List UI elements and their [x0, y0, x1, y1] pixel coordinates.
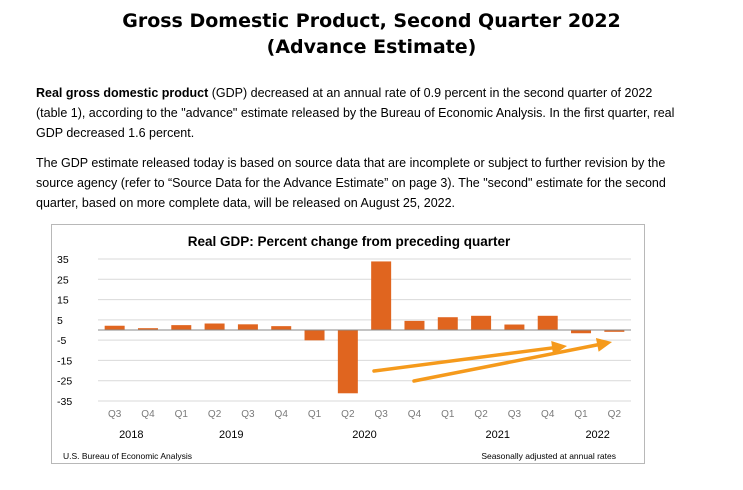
x-tick-label: Q1 [441, 409, 455, 420]
x-tick-label: Q3 [374, 409, 388, 420]
x-tick-label: Q3 [241, 409, 255, 420]
document-title: Gross Domestic Product, Second Quarter 2… [0, 8, 743, 60]
paragraph-summary-text: (GDP) decreased at an annual rate of 0.9… [36, 86, 675, 140]
annotation-arrow-shaft [412, 343, 600, 383]
x-tick-label: Q2 [608, 409, 622, 420]
x-tick-label: Q4 [275, 409, 289, 420]
y-tick-label: -15 [57, 355, 72, 367]
bar [171, 325, 192, 330]
bar [404, 320, 425, 330]
gdp-chart: Real GDP: Percent change from preceding … [51, 224, 645, 464]
year-label: 2020 [352, 429, 376, 441]
bar [371, 261, 392, 330]
x-tick-label: Q2 [208, 409, 222, 420]
bar [237, 324, 258, 330]
bar [137, 328, 158, 330]
year-label: 2022 [585, 429, 609, 441]
x-tick-label: Q4 [408, 409, 422, 420]
paragraph-summary: Real gross domestic product (GDP) decrea… [36, 83, 676, 143]
annotation-arrow-shaft [372, 346, 554, 373]
x-tick-label: Q1 [308, 409, 322, 420]
chart-rates-note: Seasonally adjusted at annual rates [481, 451, 616, 461]
y-tick-label: -25 [57, 376, 72, 388]
title-line-1: Gross Domestic Product, Second Quarter 2… [122, 10, 621, 32]
year-label: 2018 [119, 429, 143, 441]
y-tick-label: -5 [57, 335, 66, 347]
chart-title: Real GDP: Percent change from preceding … [188, 234, 511, 249]
x-tick-label: Q3 [108, 409, 122, 420]
y-tick-label: -35 [57, 396, 72, 408]
x-tick-label: Q2 [474, 409, 488, 420]
bar [437, 317, 458, 330]
paragraph-source-data: The GDP estimate released today is based… [36, 156, 666, 210]
x-tick-label: Q1 [574, 409, 588, 420]
bar [271, 326, 292, 330]
y-tick-label: 5 [57, 315, 63, 327]
x-tick-label: Q4 [141, 409, 155, 420]
year-label: 2021 [486, 429, 510, 441]
bar [304, 330, 325, 341]
x-tick-label: Q4 [541, 409, 555, 420]
bar [537, 315, 558, 330]
bar [204, 323, 225, 330]
annotation-arrow-head [595, 338, 612, 352]
year-label: 2019 [219, 429, 243, 441]
bar [104, 325, 125, 330]
paragraph-summary-bold: Real gross domestic product [36, 86, 209, 100]
y-tick-label: 15 [57, 295, 69, 307]
gdp-chart-plot: Real GDP: Percent change from preceding … [57, 234, 631, 441]
x-tick-label: Q3 [508, 409, 522, 420]
y-tick-label: 35 [57, 254, 69, 266]
title-line-2: (Advance Estimate) [266, 36, 477, 58]
x-tick-label: Q1 [175, 409, 189, 420]
bar [471, 315, 492, 330]
x-tick-label: Q2 [341, 409, 355, 420]
bar [337, 330, 358, 394]
bar [604, 330, 625, 332]
annotation-arrow-head [551, 340, 567, 355]
bar [504, 324, 525, 330]
y-tick-label: 25 [57, 274, 69, 286]
chart-source-note: U.S. Bureau of Economic Analysis [63, 451, 192, 461]
bar [571, 330, 592, 334]
